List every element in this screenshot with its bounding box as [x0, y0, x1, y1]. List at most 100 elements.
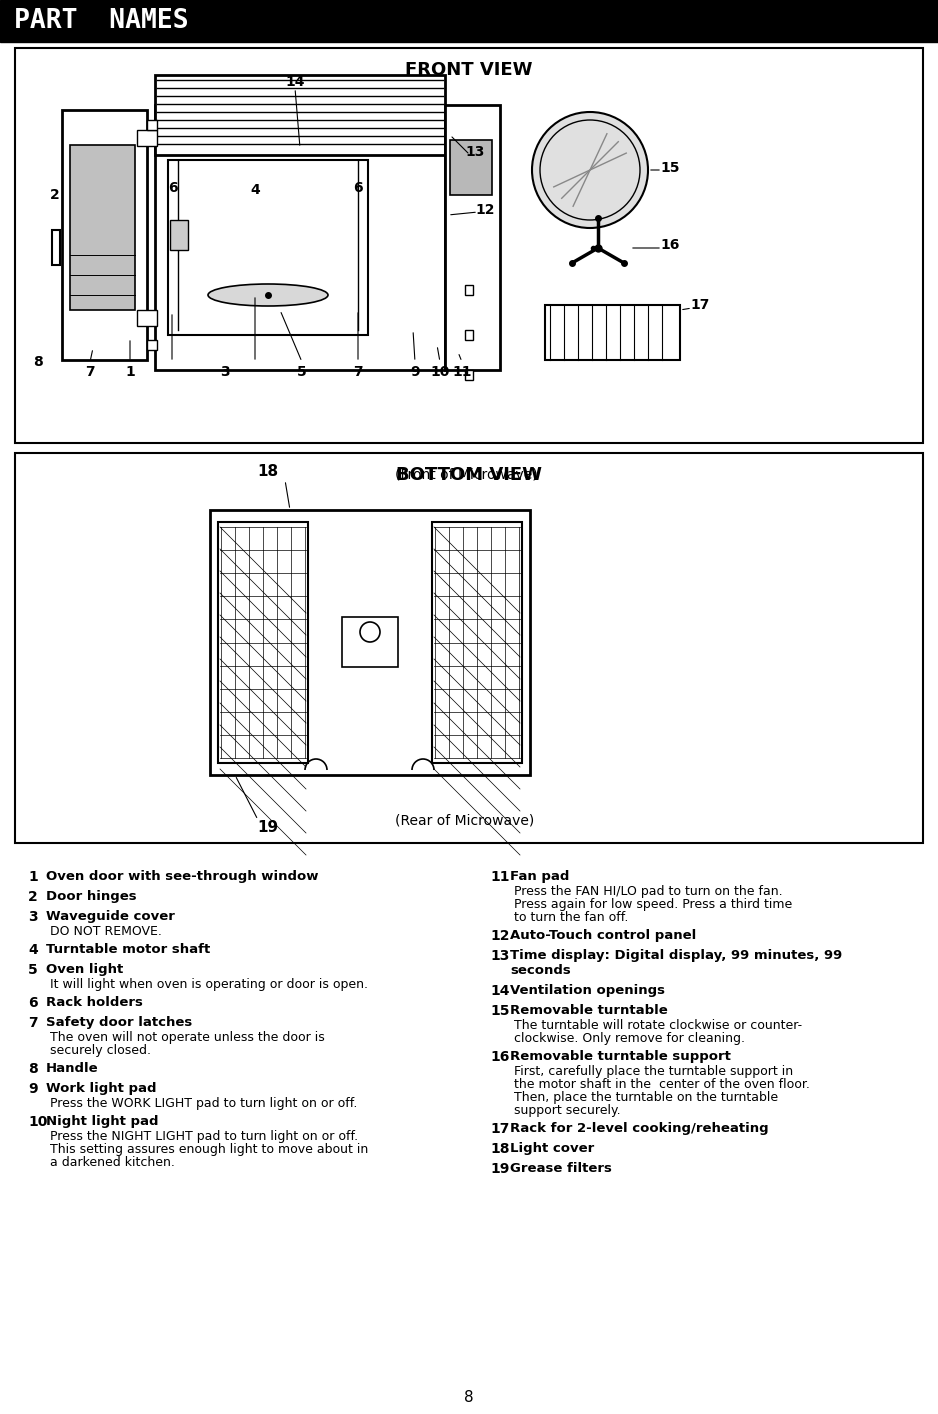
- Text: 3: 3: [28, 911, 38, 923]
- Text: the motor shaft in the  center of the oven floor.: the motor shaft in the center of the ove…: [514, 1077, 809, 1092]
- Text: 16: 16: [660, 238, 679, 252]
- Text: Fan pad: Fan pad: [510, 870, 569, 882]
- Text: securely closed.: securely closed.: [50, 1044, 151, 1058]
- Text: 4: 4: [28, 943, 38, 957]
- Bar: [450, 140, 492, 195]
- Text: Press the FAN HI/LO pad to turn on the fan.: Press the FAN HI/LO pad to turn on the f…: [514, 885, 782, 898]
- Bar: [545, 305, 680, 361]
- Bar: [445, 105, 500, 370]
- Text: 1: 1: [125, 365, 135, 379]
- Bar: [432, 522, 522, 764]
- Text: Ventilation openings: Ventilation openings: [510, 984, 665, 997]
- Text: 19: 19: [490, 1162, 509, 1176]
- Text: 10: 10: [431, 365, 449, 379]
- Bar: [342, 617, 398, 667]
- Text: 11: 11: [452, 365, 472, 379]
- Circle shape: [532, 112, 648, 228]
- Text: 15: 15: [490, 1004, 509, 1018]
- Text: Press the WORK LIGHT pad to turn light on or off.: Press the WORK LIGHT pad to turn light o…: [50, 1097, 357, 1110]
- Text: 14: 14: [285, 75, 305, 89]
- Text: First, carefully place the turntable support in: First, carefully place the turntable sup…: [514, 1065, 794, 1077]
- Text: 6: 6: [28, 995, 38, 1010]
- Text: 7: 7: [354, 365, 363, 379]
- Text: Removable turntable support: Removable turntable support: [510, 1051, 731, 1063]
- Text: 6: 6: [168, 181, 178, 195]
- Text: FRONT VIEW: FRONT VIEW: [405, 61, 533, 79]
- Text: This setting assures enough light to move about in: This setting assures enough light to mov…: [50, 1143, 369, 1157]
- Text: 11: 11: [490, 870, 509, 884]
- Text: Grease filters: Grease filters: [510, 1162, 612, 1175]
- Bar: [465, 286, 473, 296]
- Text: to turn the fan off.: to turn the fan off.: [514, 911, 628, 923]
- Text: 6: 6: [354, 181, 363, 195]
- Text: 13: 13: [465, 146, 484, 158]
- Bar: [70, 146, 135, 310]
- Text: 10: 10: [28, 1116, 48, 1128]
- Text: 4: 4: [250, 182, 260, 197]
- Bar: [465, 370, 473, 380]
- Bar: [465, 329, 473, 339]
- Bar: [210, 510, 530, 775]
- Text: a darkened kitchen.: a darkened kitchen.: [50, 1157, 174, 1169]
- Text: 17: 17: [490, 1121, 509, 1135]
- Bar: [147, 120, 157, 130]
- Bar: [52, 230, 60, 264]
- Text: 12: 12: [475, 204, 494, 216]
- Text: Work light pad: Work light pad: [46, 1082, 157, 1094]
- Text: 9: 9: [410, 365, 420, 379]
- Text: The oven will not operate unless the door is: The oven will not operate unless the doo…: [50, 1031, 325, 1044]
- Text: 1: 1: [28, 870, 38, 884]
- Text: BOTTOM VIEW: BOTTOM VIEW: [396, 467, 542, 484]
- Text: 12: 12: [490, 929, 509, 943]
- Text: 7: 7: [85, 365, 95, 379]
- Text: Time display: Digital display, 99 minutes, 99: Time display: Digital display, 99 minute…: [510, 949, 842, 962]
- Bar: [0, 0, 938, 42]
- Text: 2: 2: [28, 889, 38, 904]
- Text: Oven door with see-through window: Oven door with see-through window: [46, 870, 319, 882]
- Bar: [15, 452, 923, 843]
- Bar: [137, 130, 157, 146]
- Text: Oven light: Oven light: [46, 963, 123, 976]
- Text: 5: 5: [28, 963, 38, 977]
- Text: The turntable will rotate clockwise or counter-: The turntable will rotate clockwise or c…: [514, 1019, 802, 1032]
- Text: 15: 15: [660, 161, 679, 175]
- Text: DO NOT REMOVE.: DO NOT REMOVE.: [50, 925, 162, 937]
- Text: (Front of Microwave): (Front of Microwave): [395, 468, 537, 482]
- Text: support securely.: support securely.: [514, 1104, 621, 1117]
- Text: 19: 19: [257, 820, 279, 836]
- Text: 2: 2: [51, 188, 60, 202]
- Text: 7: 7: [28, 1017, 38, 1029]
- Text: 17: 17: [690, 298, 709, 312]
- Bar: [155, 75, 445, 156]
- Bar: [15, 48, 923, 443]
- Text: Auto-Touch control panel: Auto-Touch control panel: [510, 929, 696, 942]
- Bar: [170, 221, 188, 250]
- Text: 8: 8: [33, 355, 43, 369]
- Text: Press the NIGHT LIGHT pad to turn light on or off.: Press the NIGHT LIGHT pad to turn light …: [50, 1130, 358, 1143]
- Bar: [168, 160, 368, 335]
- Text: Door hinges: Door hinges: [46, 889, 137, 904]
- Text: 8: 8: [28, 1062, 38, 1076]
- Text: 13: 13: [490, 949, 509, 963]
- Text: Night light pad: Night light pad: [46, 1116, 159, 1128]
- Text: It will light when oven is operating or door is open.: It will light when oven is operating or …: [50, 978, 368, 991]
- Ellipse shape: [208, 284, 328, 305]
- Text: Then, place the turntable on the turntable: Then, place the turntable on the turntab…: [514, 1092, 779, 1104]
- Text: 18: 18: [257, 465, 279, 479]
- Circle shape: [360, 622, 380, 642]
- Text: Removable turntable: Removable turntable: [510, 1004, 668, 1017]
- Text: Rack holders: Rack holders: [46, 995, 143, 1010]
- Text: 14: 14: [490, 984, 509, 998]
- Bar: [147, 339, 157, 351]
- Text: 9: 9: [28, 1082, 38, 1096]
- Text: PART  NAMES: PART NAMES: [14, 8, 189, 34]
- Text: 16: 16: [490, 1051, 509, 1063]
- Text: Handle: Handle: [46, 1062, 98, 1075]
- Text: Turntable motor shaft: Turntable motor shaft: [46, 943, 210, 956]
- Bar: [155, 105, 445, 370]
- Text: clockwise. Only remove for cleaning.: clockwise. Only remove for cleaning.: [514, 1032, 745, 1045]
- Text: 18: 18: [490, 1143, 509, 1157]
- Text: Press again for low speed. Press a third time: Press again for low speed. Press a third…: [514, 898, 793, 911]
- Text: 3: 3: [220, 365, 230, 379]
- Text: Light cover: Light cover: [510, 1143, 595, 1155]
